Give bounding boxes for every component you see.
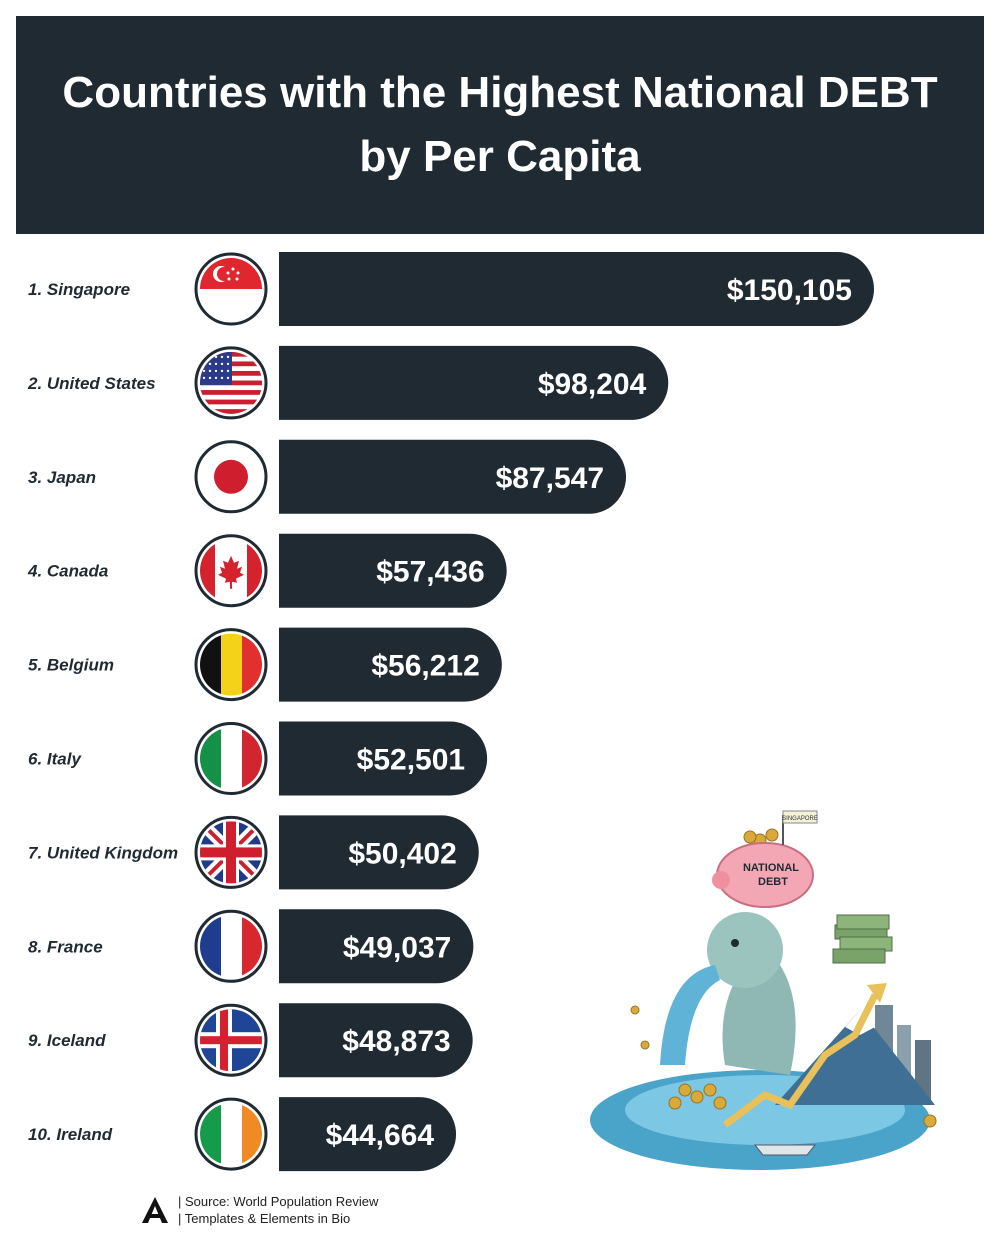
country-label: 4. Canada — [27, 562, 108, 581]
value-label: $50,402 — [348, 837, 456, 870]
piggy-bank — [716, 842, 814, 908]
bar — [279, 345, 669, 420]
pig-text-line1: NATIONAL — [743, 862, 799, 874]
bar — [279, 533, 507, 608]
value-label: $87,547 — [496, 462, 604, 495]
value-label: $57,436 — [376, 556, 484, 589]
value-label: $44,664 — [326, 1119, 435, 1152]
country-label: 10. Ireland — [28, 1125, 113, 1144]
money-stack — [832, 914, 893, 964]
country-label: 9. Iceland — [28, 1031, 106, 1050]
iceland-flag-icon — [194, 1003, 268, 1077]
mountain — [775, 1010, 935, 1105]
singapore-flag-icon — [194, 252, 268, 326]
france-flag-icon — [194, 909, 268, 983]
canada-flag-icon — [194, 534, 268, 608]
country-label: 7. United Kingdom — [28, 843, 178, 862]
header-banner: Countries with the Highest National DEBT… — [16, 16, 984, 234]
source-text: | Source: World Population Review — [178, 1194, 379, 1209]
country-label: 3. Japan — [28, 468, 96, 487]
value-label: $56,212 — [371, 650, 479, 683]
pig-text-line2: DEBT — [758, 876, 788, 888]
value-label: $150,105 — [727, 274, 852, 307]
bar — [279, 909, 474, 984]
boat — [753, 1144, 817, 1156]
belgium-flag-icon — [194, 628, 268, 702]
sign — [782, 810, 818, 824]
country-label: 1. Singapore — [28, 280, 130, 299]
arrow-head — [867, 983, 887, 1003]
chart-title: Countries with the Highest National DEBT… — [62, 68, 938, 181]
value-label: $48,873 — [342, 1025, 450, 1058]
merlion-eye — [731, 939, 739, 947]
country-label: 2. United States — [27, 374, 156, 393]
bar — [279, 252, 874, 326]
value-label: $52,501 — [357, 744, 465, 777]
source-footer: | Source: World Population Review | Temp… — [140, 1193, 378, 1227]
merlion-head — [707, 912, 783, 988]
bar — [279, 815, 479, 890]
merlion-debt-illustration: NATIONAL DEBT SINGAPORE — [590, 810, 937, 1170]
bar — [279, 1097, 457, 1172]
water-stream — [660, 965, 720, 1065]
value-label: $98,204 — [538, 368, 647, 401]
country-label: 5. Belgium — [28, 656, 114, 675]
value-label: $49,037 — [343, 931, 451, 964]
japan-flag-icon — [194, 440, 268, 514]
bar — [279, 439, 627, 514]
bar — [279, 627, 502, 702]
country-label: 8. France — [28, 937, 103, 956]
templates-text: | Templates & Elements in Bio — [178, 1211, 351, 1226]
sign-text: SINGAPORE — [782, 816, 818, 822]
brand-logo-icon — [142, 1197, 168, 1223]
rising-arrow — [722, 993, 879, 1128]
uk-flag-icon — [194, 815, 268, 889]
usa-flag-icon — [194, 346, 268, 420]
merlion-body — [722, 965, 796, 1075]
ireland-flag-icon — [194, 1097, 268, 1171]
bar — [279, 721, 488, 796]
country-label: 6. Italy — [28, 750, 82, 769]
bar — [279, 1003, 473, 1078]
italy-flag-icon — [194, 722, 268, 795]
piggy-snout — [712, 871, 730, 889]
